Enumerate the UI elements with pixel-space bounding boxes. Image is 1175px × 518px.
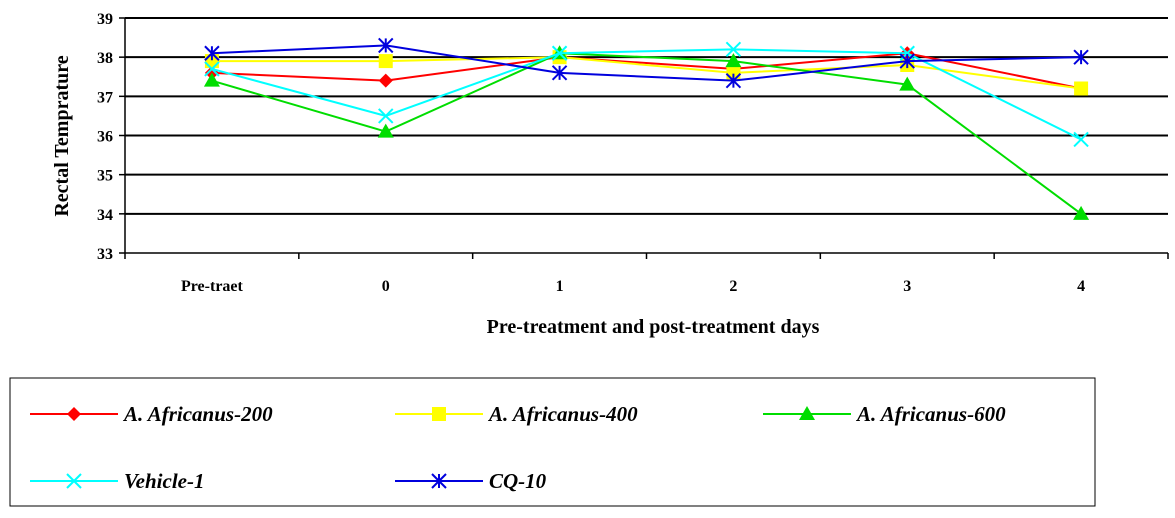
series-3-point-3-stroke-b — [725, 41, 742, 58]
series-2-point-0 — [203, 72, 220, 87]
series-line-0 — [211, 52, 1082, 90]
legend-item-0: A. Africanus-200 — [30, 402, 273, 426]
x-tick-label-2: 1 — [556, 278, 564, 295]
y-tick-label-35: 35 — [97, 168, 113, 185]
series-4-point-5 — [1073, 49, 1089, 65]
series-4-point-1 — [378, 37, 394, 54]
y-tick-label-38: 38 — [97, 50, 113, 67]
series-line-3 — [211, 48, 1082, 141]
legend-label-4: CQ-10 — [489, 469, 547, 493]
legend-item-2: A. Africanus-600 — [763, 402, 1006, 426]
series-2-point-5 — [1073, 205, 1090, 220]
series-1-point-1 — [378, 54, 393, 69]
series-3-point-2 — [551, 45, 568, 61]
series-3-point-0-stroke-b — [204, 61, 220, 77]
series-4-point-4 — [899, 53, 915, 69]
series-line-4 — [211, 44, 1082, 82]
legend-marker-4 — [431, 473, 447, 489]
legend-marker-2 — [799, 406, 815, 420]
series-3-point-2-stroke-b — [551, 45, 568, 61]
legend-marker-1 — [432, 407, 446, 421]
legend-label-0: A. Africanus-200 — [122, 402, 273, 426]
x-tick-label-0: Pre-traet — [181, 278, 244, 295]
series-1-point-5 — [1074, 81, 1089, 96]
legend-label-1: A. Africanus-400 — [487, 402, 638, 426]
legend-marker-3 — [66, 473, 82, 489]
series-3-point-4 — [899, 45, 915, 61]
legend: A. Africanus-200 A. Africanus-400 A. Afric… — [30, 402, 1006, 493]
x-tick-label-5: 4 — [1077, 278, 1085, 295]
series-line-2 — [211, 52, 1082, 215]
series-3 — [204, 41, 1089, 148]
series-lines — [203, 37, 1090, 220]
y-tick-label-36: 36 — [97, 129, 113, 146]
y-tick-label-39: 39 — [97, 11, 113, 28]
y-tick-label-37: 37 — [97, 89, 113, 106]
series-4 — [204, 37, 1089, 89]
legend-marker-3-stroke-b — [66, 473, 82, 489]
series-3-point-1 — [378, 108, 394, 124]
series-3-point-1-stroke-b — [378, 108, 394, 124]
y-tick-label-33: 33 — [97, 246, 113, 263]
series-3-point-3 — [725, 41, 742, 58]
x-tick-label-1: 0 — [382, 278, 390, 295]
legend-item-1: A. Africanus-400 — [395, 402, 638, 426]
legend-box — [9, 377, 1096, 507]
series-3-point-4-stroke-b — [899, 45, 915, 61]
series-3-point-5 — [1073, 131, 1089, 148]
series-4-point-3 — [725, 72, 742, 89]
series-3-point-5-stroke-b — [1073, 131, 1089, 148]
series-2-point-4 — [899, 76, 916, 91]
legend-label-2: A. Africanus-600 — [855, 402, 1006, 426]
legend-marker-0 — [67, 407, 81, 421]
x-tick-label-4: 3 — [903, 278, 911, 295]
series-3-point-0 — [204, 61, 220, 77]
series-0-point-1 — [378, 73, 393, 88]
y-tick-label-34: 34 — [97, 207, 113, 224]
gridlines — [125, 17, 1168, 215]
axes — [119, 17, 1169, 259]
legend-label-3: Vehicle-1 — [124, 469, 204, 493]
y-axis-title: Rectal Temprature — [51, 55, 73, 216]
x-axis-title: Pre-treatment and post-treatment days — [487, 316, 820, 338]
series-4-point-2 — [551, 65, 568, 81]
series-2-point-3 — [725, 53, 742, 68]
legend-item-3: Vehicle-1 — [30, 469, 204, 493]
x-tick-label-3: 2 — [729, 278, 737, 295]
series-line-1 — [211, 56, 1082, 90]
legend-item-4: CQ-10 — [395, 469, 547, 493]
series-4-point-0 — [204, 45, 220, 61]
series-2-point-1 — [377, 123, 394, 138]
